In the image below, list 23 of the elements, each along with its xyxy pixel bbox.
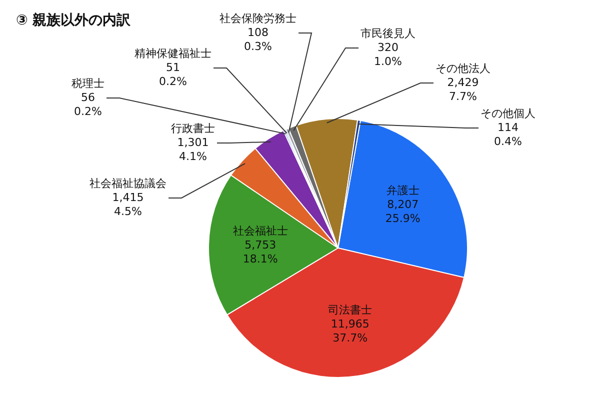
- slice-label: その他個人: [480, 106, 536, 120]
- data-label: 56 0.2%: [74, 90, 102, 118]
- data-label: 8,207 25.9%: [385, 198, 420, 226]
- slice-label: 社会福祉協議会: [90, 176, 166, 190]
- slice-label: その他法人: [436, 62, 490, 75]
- data-label: 1,415 4.5%: [112, 190, 144, 218]
- slice-label: 司法書士: [328, 304, 372, 317]
- slice-label: 市民後見人: [360, 26, 416, 40]
- data-label: 114 0.4%: [494, 120, 522, 148]
- slice-label: 行政書士: [171, 122, 215, 135]
- data-label: 5,753 18.1%: [242, 238, 278, 266]
- data-label: 2,429 7.7%: [447, 76, 479, 103]
- slice-label: 弁護士: [386, 184, 420, 198]
- chart-title: ③ 親族以外の内訳: [16, 12, 132, 29]
- data-label: 320 1.0%: [374, 40, 402, 68]
- slice-label: 精神保健福祉士: [134, 46, 212, 60]
- data-label: 51 0.2%: [159, 60, 187, 88]
- slice-label: 税理士: [72, 76, 104, 90]
- data-label: 1,301 4.1%: [177, 136, 209, 163]
- data-label: 11,965 37.7%: [330, 318, 370, 345]
- data-label: 108 0.3%: [244, 26, 272, 53]
- slice-label: 社会福祉士: [232, 224, 288, 238]
- slice-label: 社会保険労務士: [220, 12, 296, 25]
